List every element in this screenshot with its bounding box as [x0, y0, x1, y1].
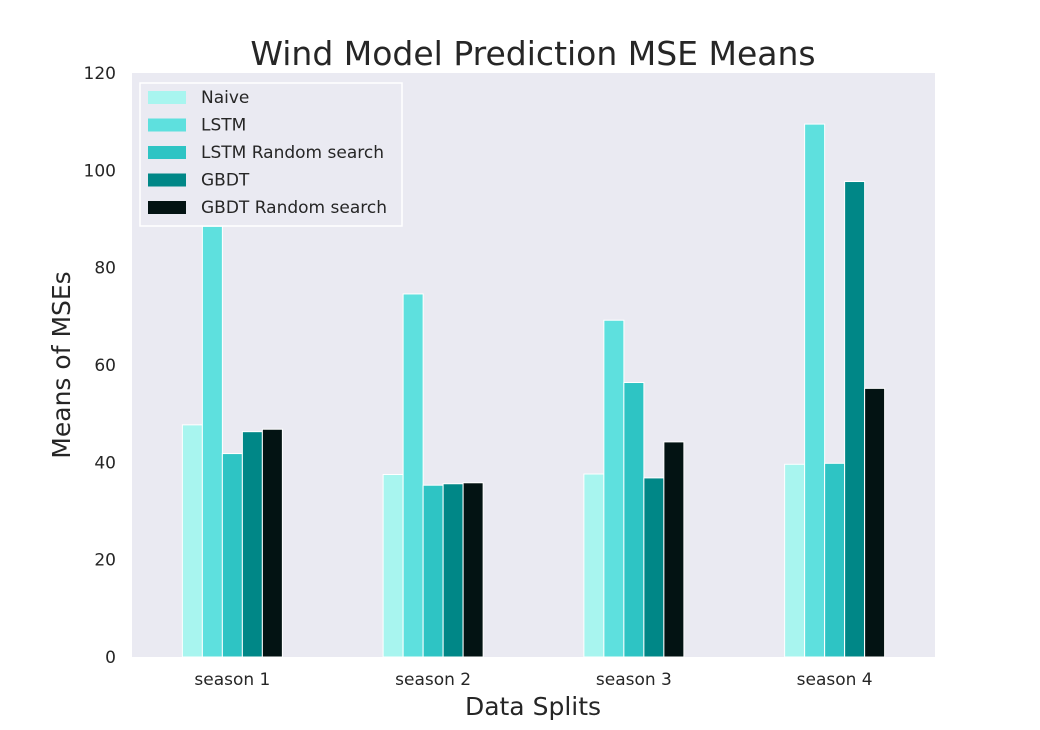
bar-gbdt-season-4	[844, 181, 866, 658]
y-axis-label: Means of MSEs	[47, 271, 76, 458]
legend-swatch	[148, 201, 186, 214]
bar-lstm-random-search-season-2	[422, 484, 444, 658]
bar-lstm-random-search-season-3	[623, 382, 645, 658]
legend-swatch	[148, 91, 186, 104]
x-axis-label: Data Splits	[465, 692, 601, 721]
bar-gbdt-random-search-season-1	[261, 428, 283, 658]
bar-gbdt-random-search-season-2	[462, 482, 484, 658]
x-tick-label: season 2	[395, 670, 471, 690]
y-tick-label: 60	[94, 356, 116, 376]
bar-gbdt-season-3	[643, 477, 665, 658]
bar-lstm-season-1	[201, 225, 223, 658]
x-tick-label: season 4	[797, 670, 873, 690]
y-tick-label: 80	[94, 259, 116, 279]
bar-gbdt-random-search-season-3	[663, 441, 685, 658]
legend-swatch	[148, 118, 186, 132]
x-tick-label: season 1	[194, 670, 270, 690]
bar-lstm-random-search-season-1	[221, 453, 243, 658]
y-tick-label: 20	[94, 551, 116, 571]
x-tick-label: season 3	[596, 670, 672, 690]
bar-lstm-random-search-season-4	[824, 462, 846, 658]
legend-swatch	[148, 146, 186, 159]
x-axis-ticks: season 1 season 2 season 3 season 4	[194, 670, 872, 690]
bar-lstm-season-4	[804, 123, 826, 658]
bar-gbdt-season-1	[241, 431, 263, 658]
bar-gbdt-season-2	[442, 483, 464, 658]
y-tick-label: 100	[84, 161, 116, 181]
legend-label: LSTM	[201, 116, 246, 136]
bar-lstm-season-3	[603, 319, 625, 658]
legend-swatch	[148, 173, 186, 187]
y-tick-label: 120	[84, 64, 116, 84]
bar-naive-season-4	[784, 463, 806, 658]
bar-naive-season-1	[181, 424, 203, 658]
y-tick-label: 0	[105, 648, 116, 668]
y-tick-label: 40	[94, 453, 116, 473]
bars-group	[181, 123, 886, 658]
legend: Naive LSTM LSTM Random search GBDT GBDT Rand…	[139, 82, 403, 227]
legend-label: Naive	[201, 88, 249, 108]
chart-title: Wind Model Prediction MSE Means	[250, 34, 815, 73]
legend-label: GBDT	[201, 171, 250, 191]
bar-naive-season-3	[583, 473, 605, 658]
bar-naive-season-2	[382, 474, 404, 658]
bar-gbdt-random-search-season-4	[864, 387, 886, 658]
legend-label: GBDT Random search	[201, 198, 387, 218]
bar-lstm-season-2	[402, 293, 424, 658]
y-axis-ticks: 0 20 40 60 80 100 120	[84, 64, 116, 668]
legend-label: LSTM Random search	[201, 143, 384, 163]
